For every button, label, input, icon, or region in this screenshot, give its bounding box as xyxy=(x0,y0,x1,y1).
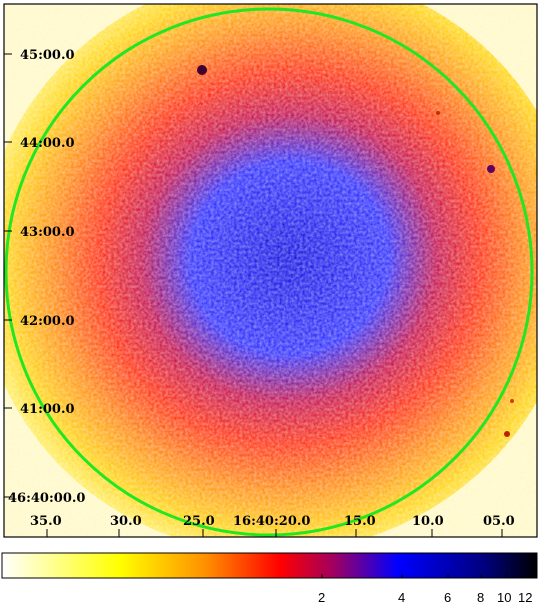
dec-axis-labels: 45:00.0 44:00.0 43:00.0 42:00.0 41:00.0 … xyxy=(8,48,85,506)
colorbar-label: 8 xyxy=(477,590,484,605)
image-panel: 45:00.0 44:00.0 43:00.0 42:00.0 41:00.0 … xyxy=(3,3,538,538)
dec-label: 42:00.0 xyxy=(20,314,75,329)
dec-label: 44:00.0 xyxy=(20,136,75,151)
dec-label: 41:00.0 xyxy=(20,402,75,417)
dec-label: 46:40:00.0 xyxy=(8,491,85,506)
xray-image xyxy=(4,4,537,537)
colorbar-label: 2 xyxy=(318,590,325,605)
colorbar-label: 10 xyxy=(497,590,511,605)
ra-label: 25.0 xyxy=(183,514,215,529)
ra-label: 30.0 xyxy=(110,514,142,529)
colorbar-label: 6 xyxy=(444,590,451,605)
colorbar-ticks xyxy=(321,574,527,578)
point-source xyxy=(504,431,510,437)
dec-label: 45:00.0 xyxy=(20,48,75,63)
ra-label: 05.0 xyxy=(483,514,515,529)
region-circle xyxy=(4,7,534,537)
axis-ticks xyxy=(4,53,503,537)
point-source xyxy=(510,399,514,403)
ra-label: 16:40:20.0 xyxy=(233,514,310,529)
point-source xyxy=(197,65,207,75)
image-frame xyxy=(3,3,538,538)
point-source xyxy=(436,111,440,115)
ra-label: 35.0 xyxy=(30,514,62,529)
ra-label: 10.0 xyxy=(412,514,444,529)
colorbar-label: 12 xyxy=(518,590,532,605)
colorbar: 2 4 6 8 10 12 xyxy=(0,548,541,610)
ra-axis-labels: 35.0 30.0 25.0 16:40:20.0 15.0 10.0 05.0 xyxy=(30,514,515,529)
point-source xyxy=(487,165,495,173)
ra-label: 15.0 xyxy=(344,514,376,529)
colorbar-gradient xyxy=(1,552,538,579)
dec-label: 43:00.0 xyxy=(20,225,75,240)
colorbar-label: 4 xyxy=(398,590,405,605)
